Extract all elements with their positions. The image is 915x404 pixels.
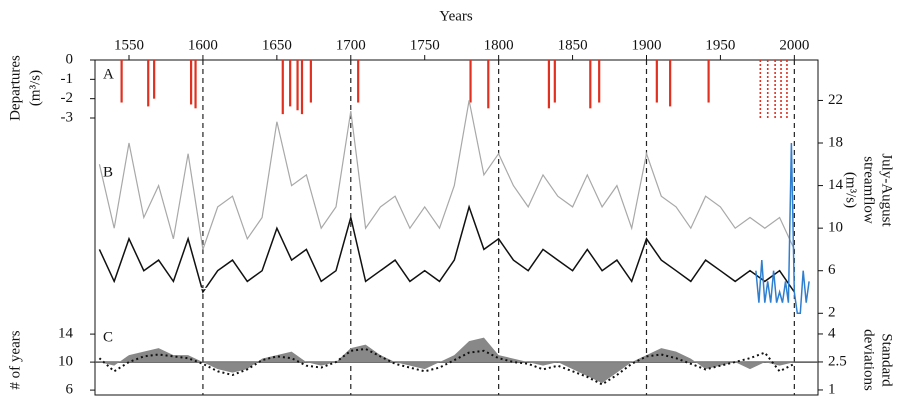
x-tick-label: 1650 [262,37,292,53]
y-tick-label: 10 [828,220,843,236]
x-axis-title: Years [439,8,473,24]
y-tick-label: 14 [58,326,74,342]
y2-axis-title: July-August [879,153,895,227]
y2-axis-title: streamflow [861,156,877,224]
y2-axis-title: Standard [879,333,895,387]
y-tick-label: -1 [61,71,74,87]
panel-label: A [103,66,114,82]
line [755,142,810,315]
y-axis-title: Departures [7,55,23,121]
y-tick-label: 2.5 [828,353,847,369]
y-axis-title: (m³/s) [27,70,43,106]
y-tick-label: -2 [61,90,74,106]
line [98,347,795,386]
y-tick-label: 14 [828,177,844,193]
x-tick-label: 1950 [705,37,735,53]
x-tick-label: 2000 [779,37,809,53]
x-tick-label: 1800 [484,37,514,53]
y-tick-label: 4 [828,325,836,341]
x-tick-label: 1550 [114,37,144,53]
panel-label: C [103,329,113,345]
area [99,337,795,384]
y-axis-title: # of years [7,330,23,389]
y2-axis-title: deviations [861,329,877,391]
y-tick-label: 0 [66,51,74,67]
y-tick-label: 6 [828,262,836,278]
line [99,274,795,295]
y2-axis-title: (m³/s) [843,172,859,208]
y-tick-label: -3 [61,109,74,125]
line [98,100,795,250]
y-tick-label: 1 [828,381,836,397]
x-tick-label: 1600 [188,37,218,53]
y-tick-label: 18 [828,134,843,150]
x-tick-label: 1700 [336,37,366,53]
x-tick-label: 1850 [558,37,588,53]
panel-label: B [103,164,113,180]
line [98,204,795,294]
plot-frame [94,59,819,396]
y-tick-label: 10 [58,354,73,370]
x-tick-label: 1900 [631,37,661,53]
x-tick-label: 1750 [410,37,440,53]
y-tick-label: 6 [66,382,74,398]
y-tick-label: 22 [828,92,843,108]
y-tick-label: 2 [828,305,836,321]
